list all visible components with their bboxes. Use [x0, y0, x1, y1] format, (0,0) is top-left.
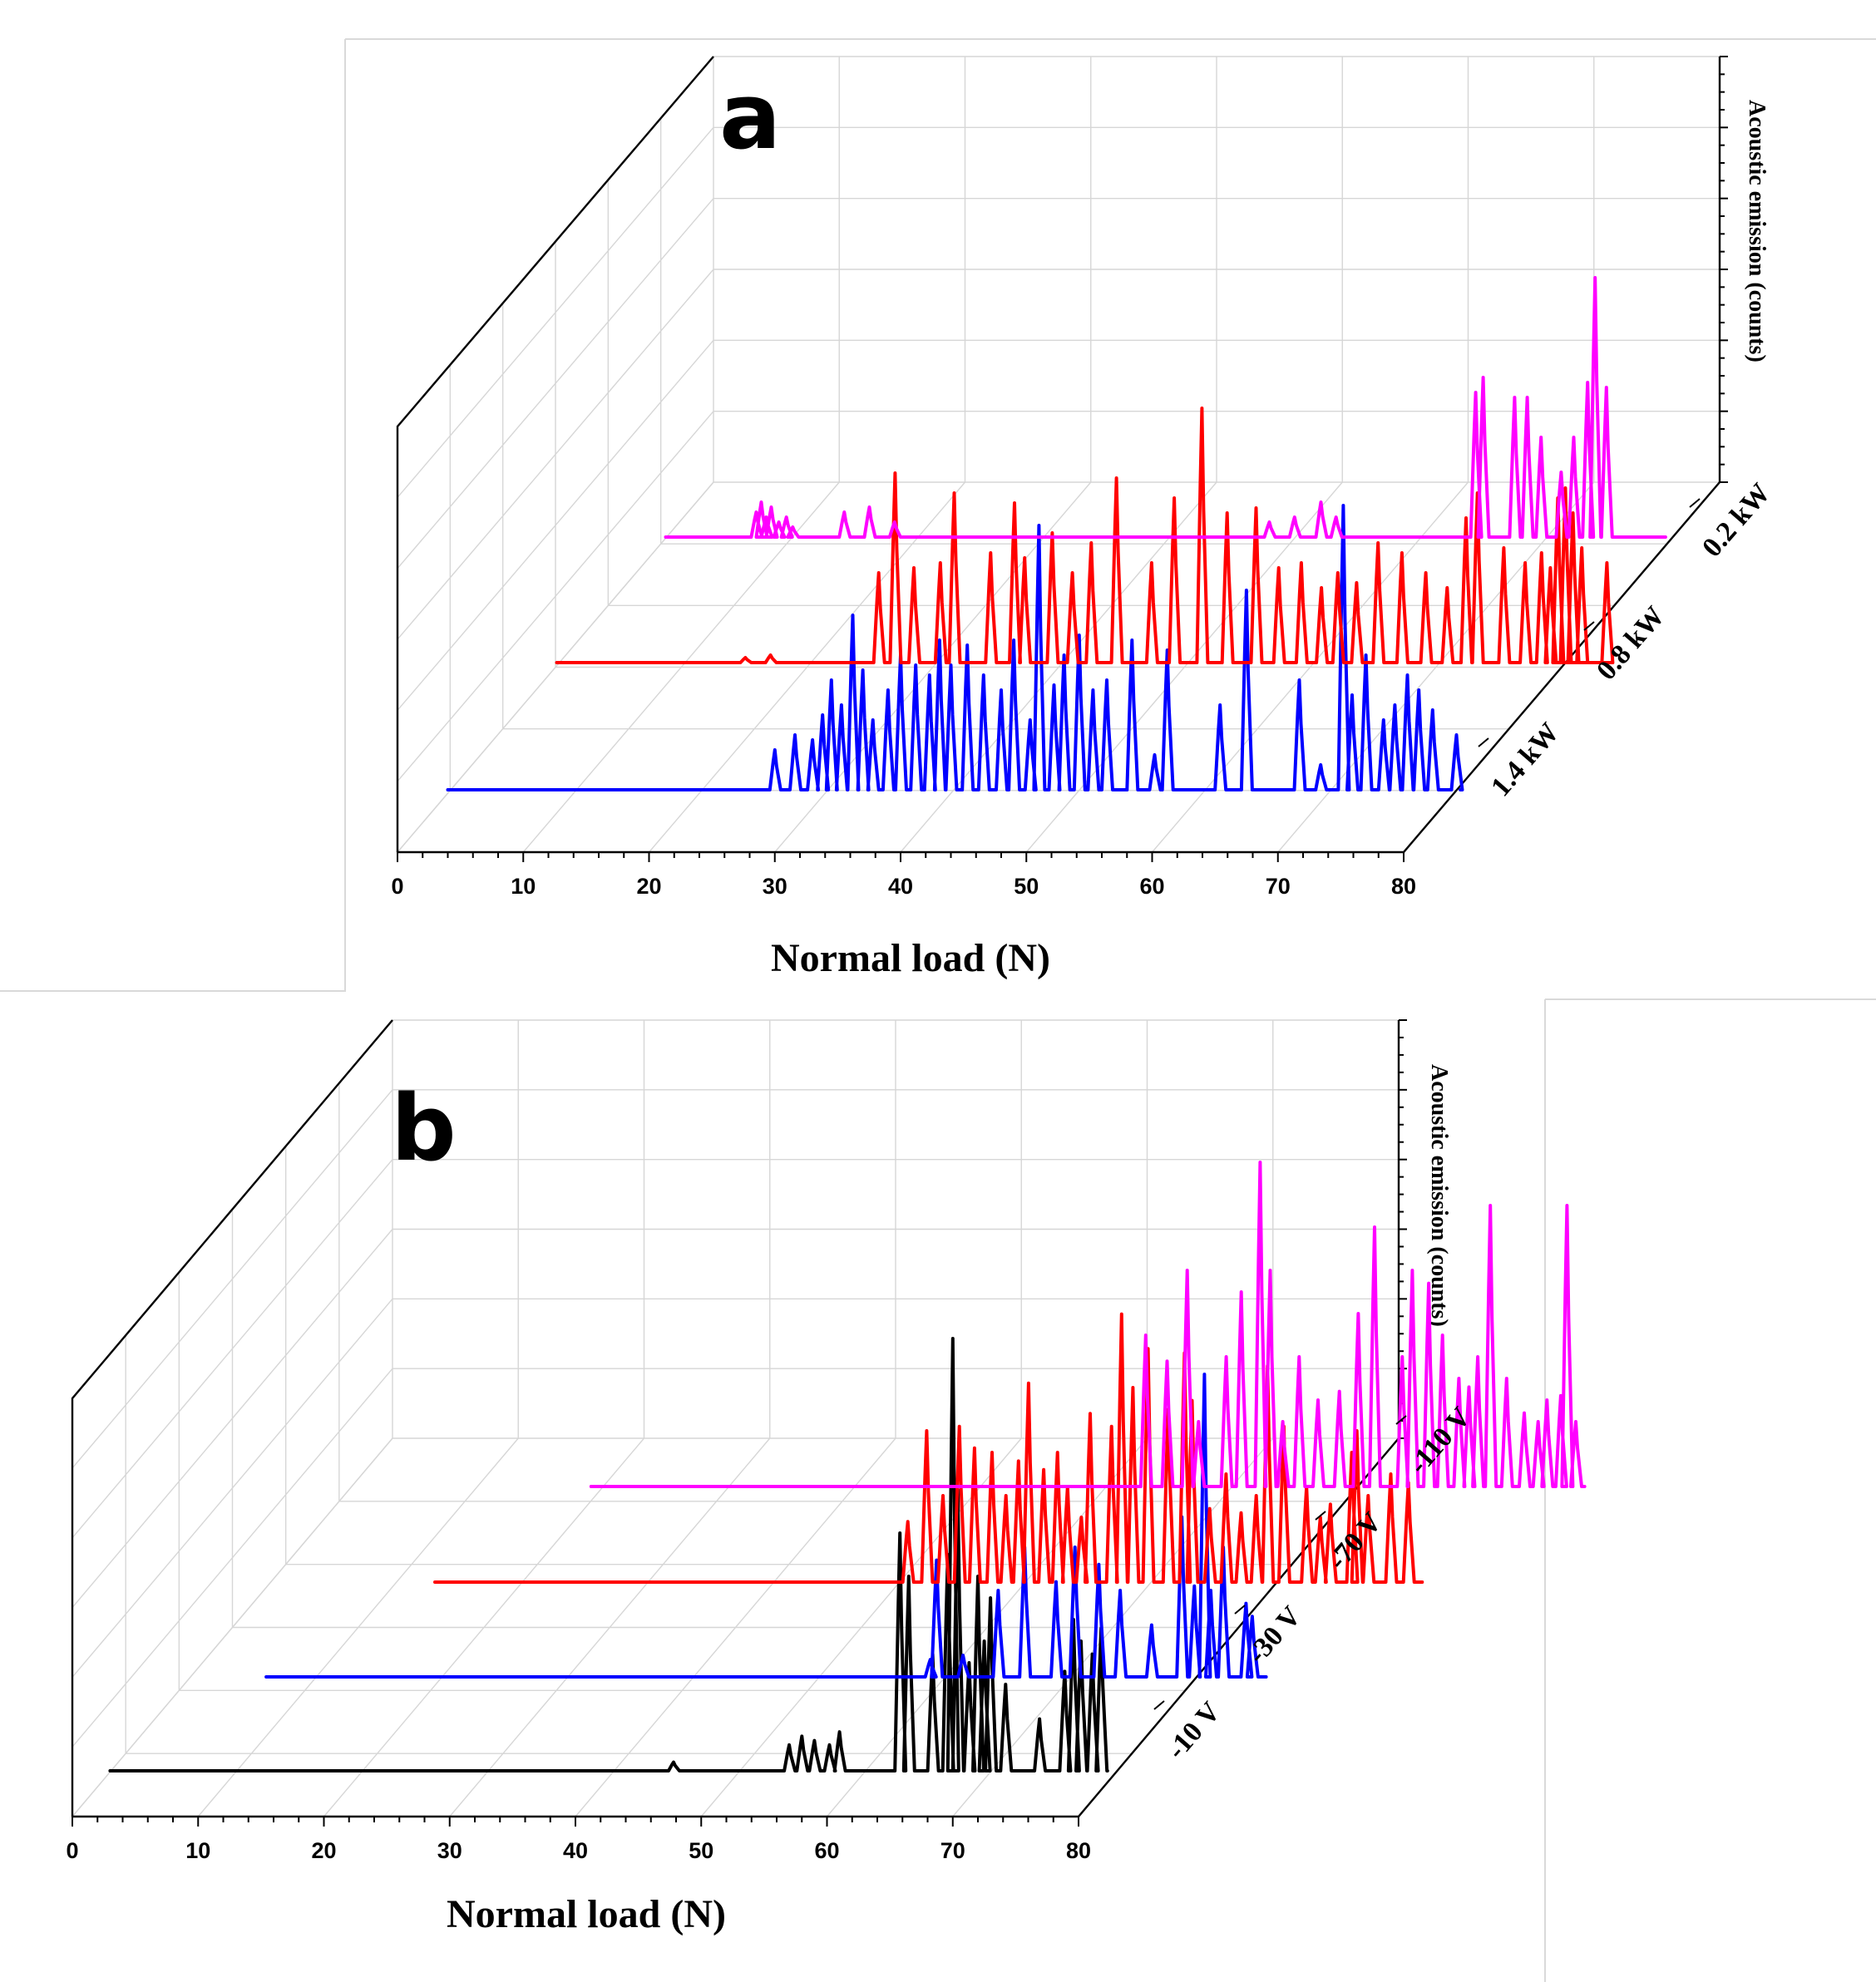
x-tick-label: 30: [763, 874, 787, 899]
depth-tick: [1583, 621, 1595, 631]
depth-tick: [1478, 737, 1489, 747]
x-tick-label: 70: [940, 1838, 965, 1863]
panel-a-chart: 0 10 20 30 40 50 60 70 80 Normal load (N) Acoustic…: [0, 38, 1876, 992]
depth-tick: [1234, 1605, 1246, 1615]
panel-label: a: [719, 63, 781, 170]
depth-tick: [1315, 1511, 1326, 1521]
x-tick-label: 60: [814, 1838, 839, 1863]
x-tick-label: 80: [1066, 1838, 1091, 1863]
x-tick-label: 10: [511, 874, 536, 899]
x-tick-label: 0: [66, 1838, 78, 1863]
x-tick-label: 50: [1014, 874, 1039, 899]
x-tick-label: 80: [1391, 874, 1416, 899]
x-tick-label: 60: [1139, 874, 1164, 899]
series-trace-0.8-kW: [555, 407, 1615, 664]
z-axis-title: Acoustic emission (counts): [1744, 100, 1770, 362]
depth-tick: [1395, 1415, 1407, 1425]
x-tick-label: 20: [636, 874, 661, 899]
series-trace-0.2-kW: [664, 276, 1667, 539]
z-axis-title: Acoustic emission (counts): [1426, 1064, 1452, 1327]
x-tick-label: 30: [437, 1838, 462, 1863]
series-trace--10-V: [108, 1337, 1109, 1772]
left-axis: [396, 56, 714, 852]
left-axis: [71, 1019, 393, 1817]
series-trace--110-V: [589, 1161, 1587, 1488]
series-label: 1.4 kW: [1485, 717, 1565, 803]
x-tick-label: 70: [1266, 874, 1291, 899]
depth-tick: [1689, 498, 1701, 508]
series-trace--30-V: [264, 1373, 1268, 1679]
x-tick-label: 50: [689, 1838, 713, 1863]
panel-label: b: [391, 1075, 457, 1181]
x-tick-label: 40: [563, 1838, 588, 1863]
series-trace--70-V: [433, 1312, 1424, 1584]
panel-border-left: [0, 39, 346, 992]
x-tick-label: 20: [311, 1838, 336, 1863]
depth-tick: [1153, 1700, 1165, 1710]
x-tick-label: 0: [391, 874, 403, 899]
series-trace-1.4-kW: [446, 504, 1464, 791]
series-label: 0.2 kW: [1696, 478, 1776, 564]
x-axis-title: Normal load (N): [447, 1892, 726, 1936]
x-axis-title: Normal load (N): [771, 936, 1050, 980]
panel-b-chart: 0 10 20 30 40 50 60 70 80 Normal load (N) Acoustic…: [66, 998, 1876, 1982]
x-tick-label: 40: [888, 874, 913, 899]
x-tick-label: 10: [185, 1838, 210, 1863]
